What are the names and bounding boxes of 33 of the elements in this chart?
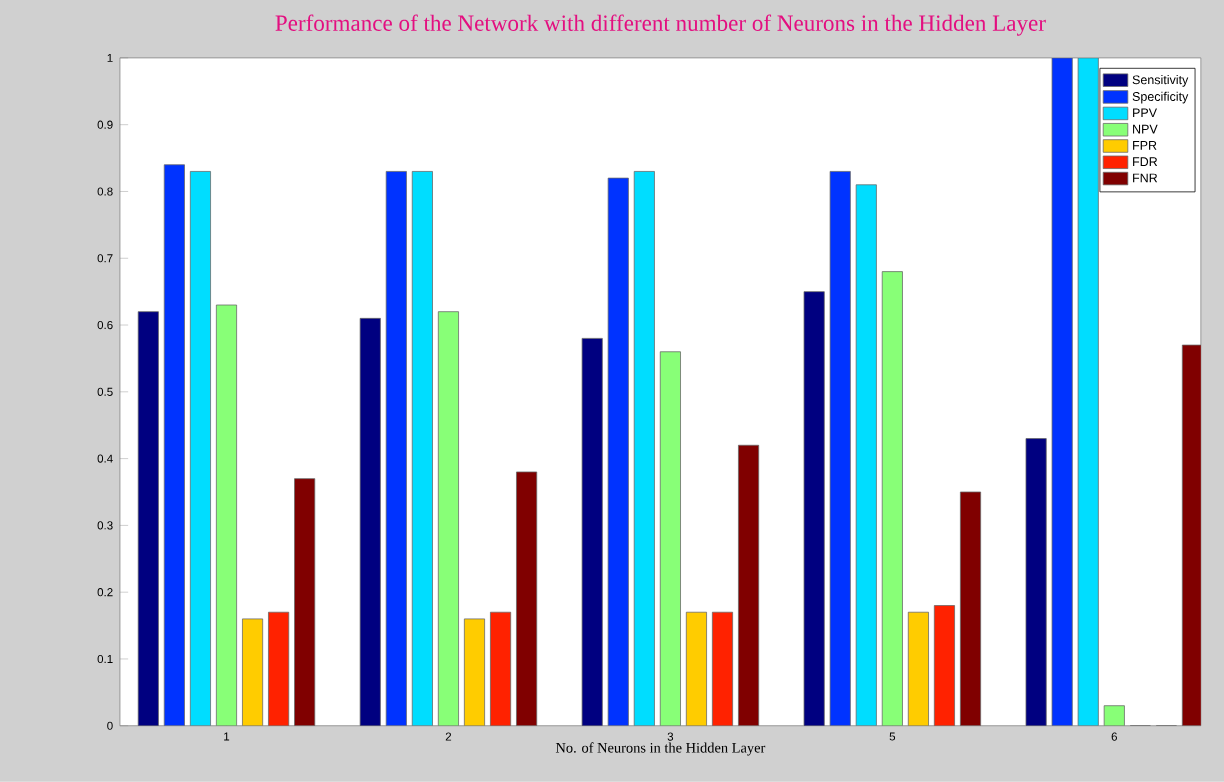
bar	[215, 304, 238, 726]
bar	[855, 184, 877, 726]
bar	[516, 471, 538, 726]
bar	[137, 311, 159, 726]
bar	[463, 618, 486, 726]
bar	[933, 605, 955, 726]
bar	[659, 351, 681, 726]
bar	[907, 611, 929, 726]
bar	[268, 611, 290, 726]
bar	[189, 171, 211, 726]
bar	[294, 478, 316, 726]
bar	[1181, 344, 1201, 726]
bar	[738, 444, 760, 726]
bar	[242, 618, 264, 726]
bar	[490, 611, 512, 726]
bar	[881, 271, 903, 726]
bar	[1051, 58, 1073, 726]
bar	[437, 311, 459, 726]
bar	[1077, 58, 1099, 726]
chart-title: Performance of the Network with different number of Neurons in the Hidden Layer	[275, 14, 1046, 36]
bar	[959, 491, 982, 726]
bar	[359, 318, 381, 726]
bar	[581, 338, 603, 726]
bar	[607, 177, 629, 726]
bar	[803, 291, 825, 726]
bar	[685, 611, 707, 726]
bar	[633, 171, 655, 726]
bar	[829, 171, 851, 726]
bar	[411, 171, 433, 726]
bar	[1025, 438, 1047, 726]
bar	[711, 611, 734, 726]
bar	[385, 171, 407, 726]
bar	[163, 164, 185, 726]
